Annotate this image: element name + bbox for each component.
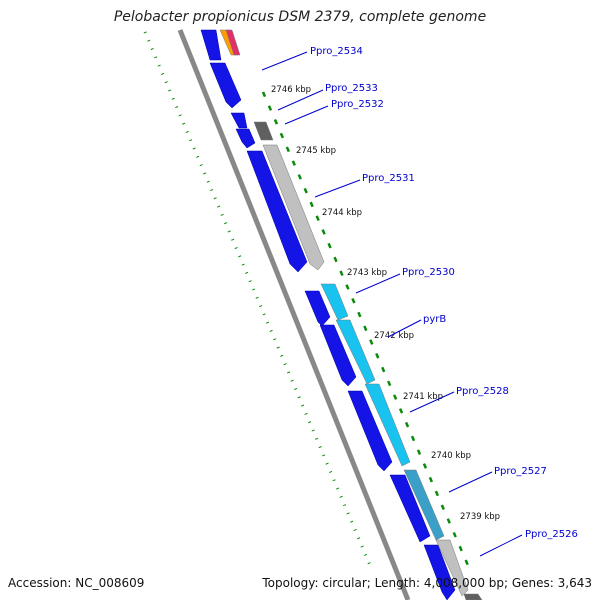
leader-line (409, 391, 455, 413)
kbp-tick-label: 2745 kbp (296, 146, 336, 156)
leader-line (355, 273, 401, 294)
gene-block (389, 474, 431, 543)
kbp-tick-label: 2739 kbp (460, 512, 500, 522)
gene-block (347, 390, 393, 472)
forward-gene-track (200, 29, 456, 600)
outer-dotted-track (143, 31, 374, 571)
gene-block (335, 319, 376, 385)
kbp-tick-label: 2742 kbp (374, 331, 414, 341)
gene-block (209, 62, 242, 109)
leader-line (284, 105, 329, 125)
gene-block (320, 283, 349, 321)
gene-label[interactable]: Ppro_2530 (402, 267, 455, 278)
leader-line (479, 534, 523, 557)
leader-line (387, 319, 422, 338)
gene-block (319, 324, 357, 387)
gene-block (403, 469, 445, 541)
leader-line (314, 179, 361, 198)
gene-label[interactable]: Ppro_2531 (362, 173, 415, 184)
gene-block (364, 383, 411, 467)
gene-label[interactable]: Ppro_2527 (494, 466, 547, 477)
gene-label[interactable]: pyrB (423, 314, 446, 325)
gene-block (253, 121, 274, 141)
gene-block (463, 593, 483, 600)
gene-labels: Ppro_2534 Ppro_2533 Ppro_2532 Ppro_2531 … (310, 46, 578, 540)
kbp-tick-label: 2743 kbp (347, 268, 387, 278)
backbone-line (177, 29, 411, 600)
kbp-tick-label: 2746 kbp (271, 85, 311, 95)
leader-line (277, 89, 324, 111)
kbp-tick-label: 2744 kbp (322, 208, 362, 218)
gene-label[interactable]: Ppro_2528 (456, 386, 509, 397)
gene-block (235, 128, 256, 149)
map-title: Pelobacter propionicus DSM 2379, complet… (113, 9, 487, 25)
reverse-gene-track (219, 29, 483, 600)
gene-block (262, 144, 325, 271)
gene-block (225, 29, 241, 56)
gene-label[interactable]: Ppro_2533 (325, 83, 378, 94)
gene-block (246, 150, 308, 273)
kbp-tick-label: 2741 kbp (403, 392, 443, 402)
accession-text: Accession: NC_008609 (8, 576, 145, 590)
gene-label[interactable]: Ppro_2532 (331, 99, 384, 110)
gene-block (230, 112, 248, 129)
gene-block (304, 290, 331, 327)
gene-label[interactable]: Ppro_2534 (310, 46, 363, 57)
gene-label[interactable]: Ppro_2526 (525, 529, 578, 540)
leader-line (448, 471, 493, 493)
gene-block (200, 29, 222, 61)
kbp-tick-label: 2740 kbp (431, 451, 471, 461)
leader-line (261, 51, 308, 71)
kbp-ticks: 2746 kbp 2745 kbp 2744 kbp 2743 kbp 2742… (271, 85, 500, 522)
gene-block (423, 544, 456, 600)
label-leaders (261, 51, 523, 557)
gene-block (435, 539, 469, 597)
genome-summary-text: Topology: circular; Length: 4,008,000 bp… (262, 576, 592, 590)
